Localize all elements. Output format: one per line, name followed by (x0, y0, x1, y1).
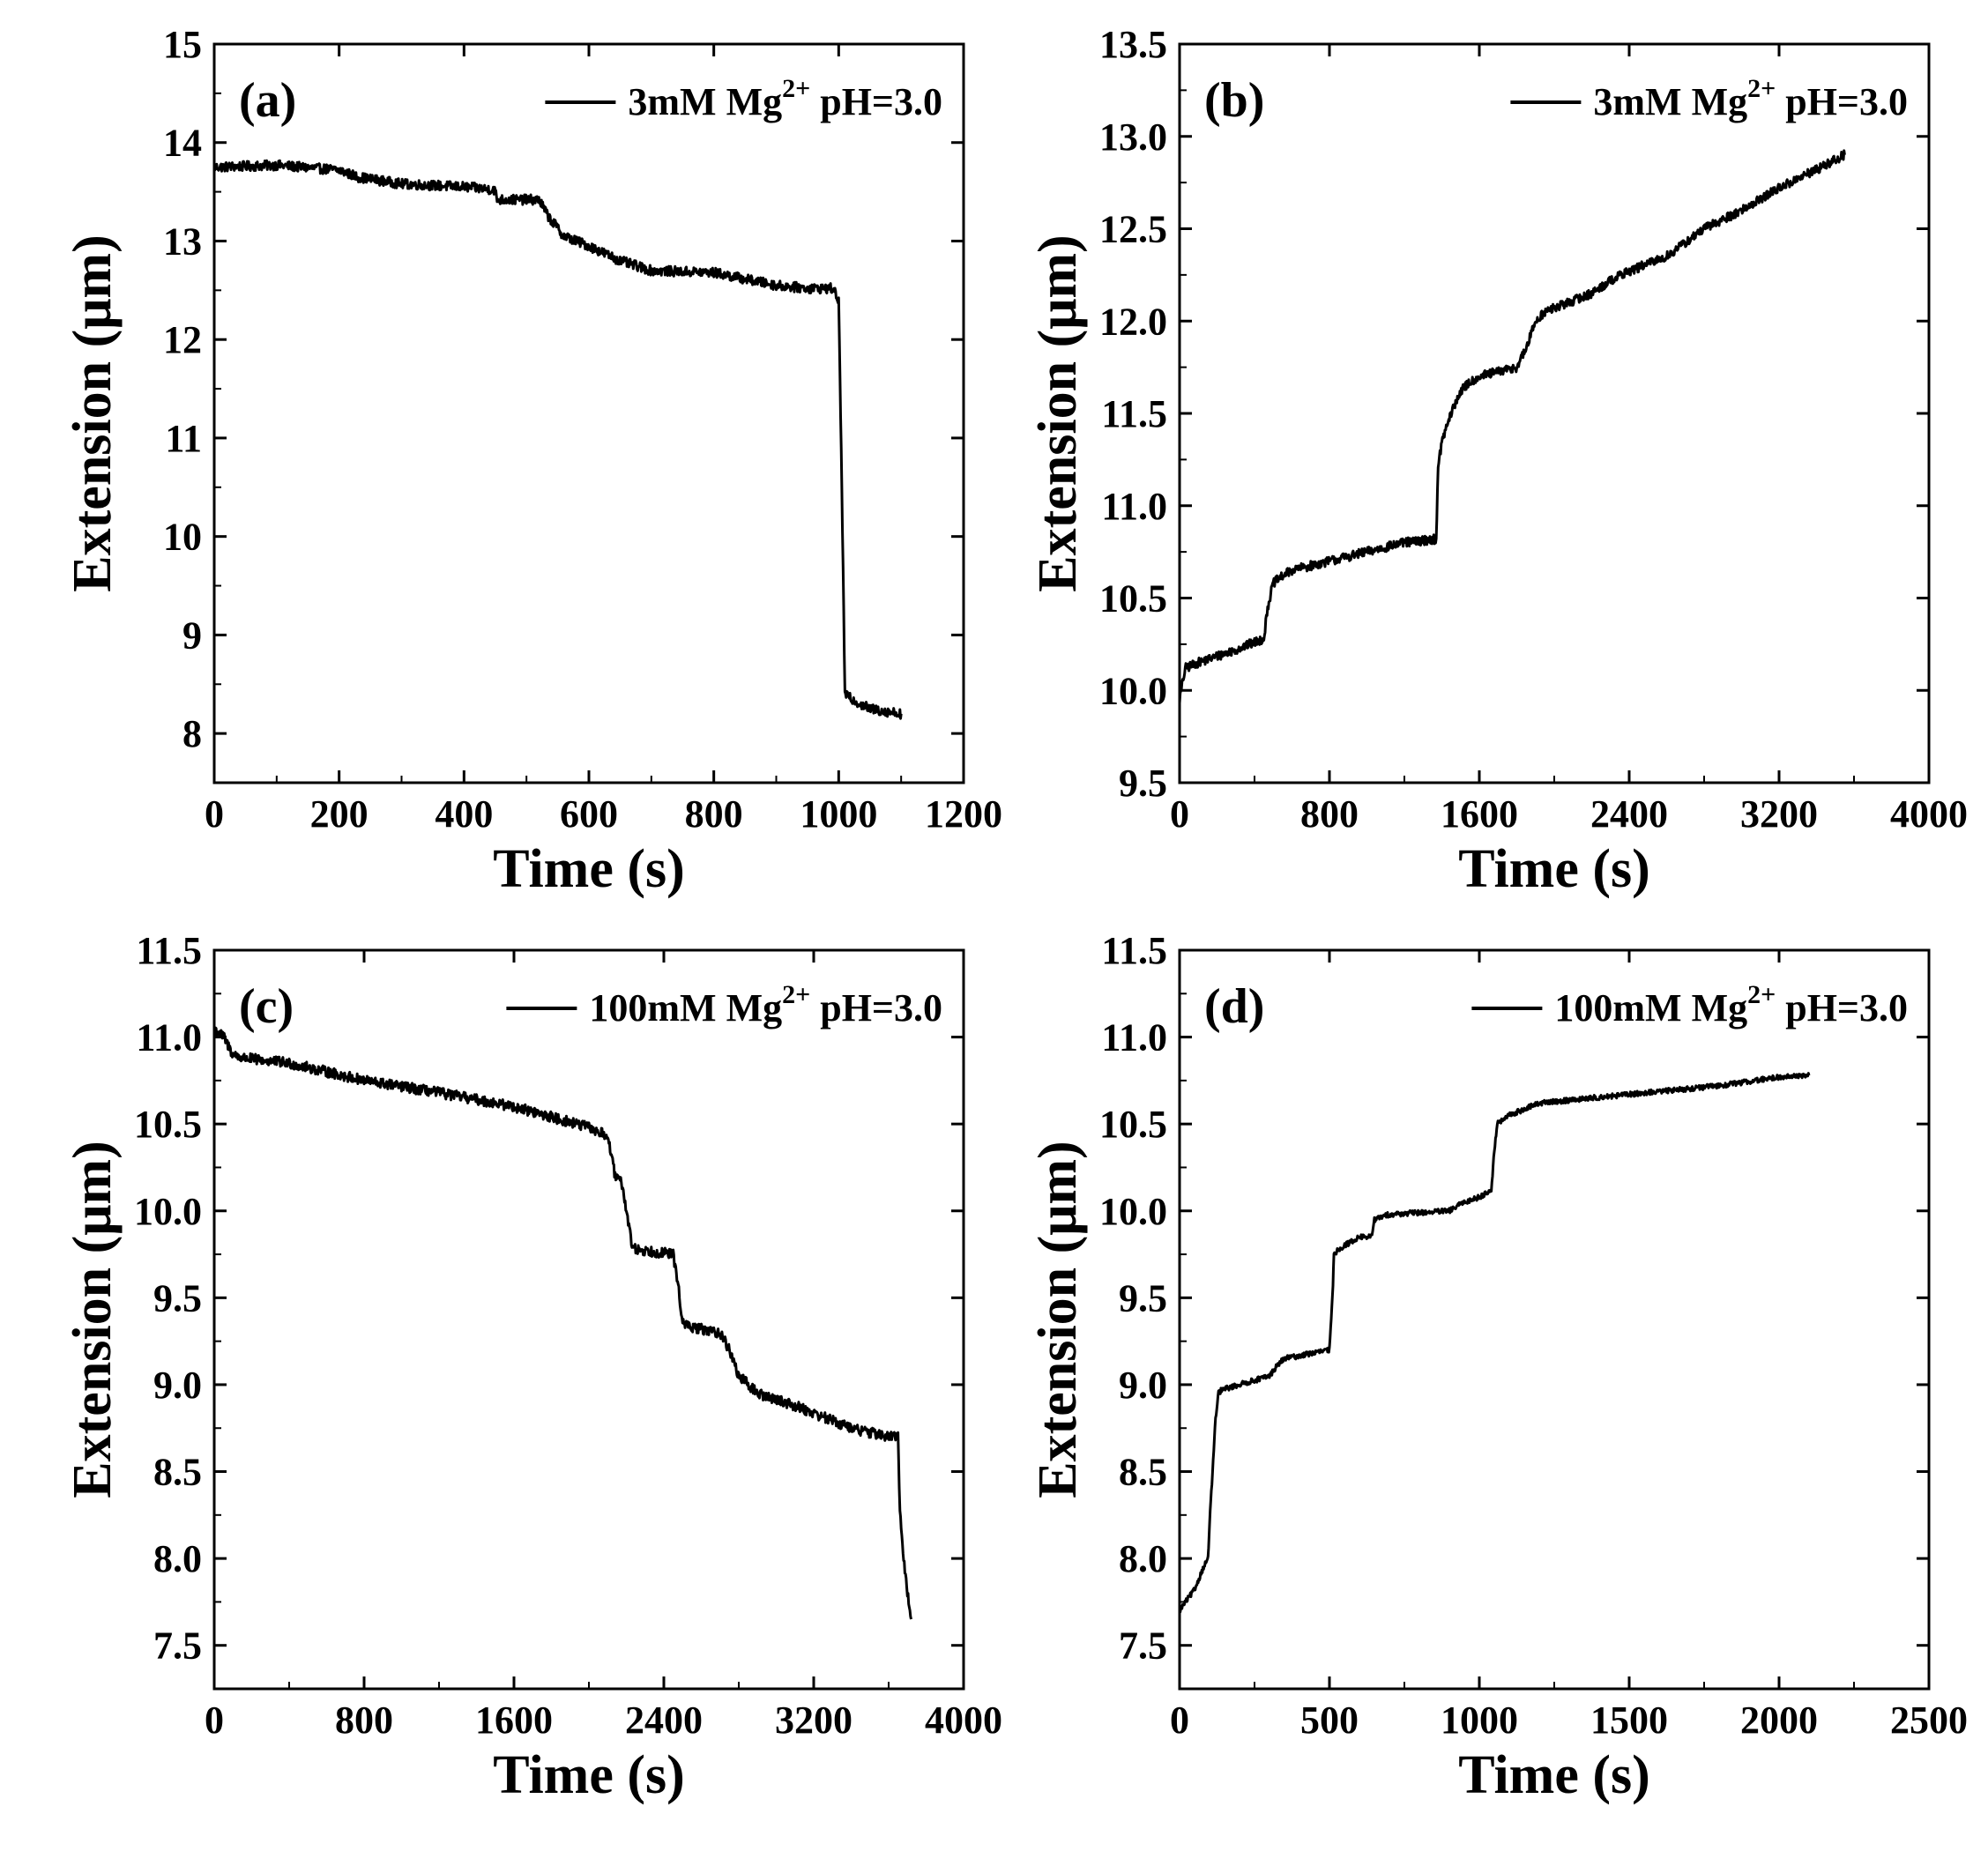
x-axis-title: Time (s) (493, 839, 685, 899)
x-tick-label: 1200 (925, 792, 1002, 836)
y-tick-label: 9.0 (153, 1364, 202, 1407)
y-tick-label: 13.0 (1099, 115, 1167, 159)
y-tick-label: 10.5 (1099, 1103, 1167, 1146)
y-tick-label: 7.5 (1119, 1624, 1167, 1668)
x-tick-label: 0 (205, 1699, 224, 1742)
x-tick-label: 1600 (1441, 792, 1518, 836)
x-tick-label: 0 (1170, 1699, 1189, 1742)
y-axis-title: Extension (μm) (63, 1141, 123, 1498)
x-axis-title: Time (s) (1458, 1745, 1650, 1805)
x-tick-label: 1000 (800, 792, 877, 836)
panel-b: 0 800 1600 2400 3200 4000 9.5 10.0 10.5 11.0 11.5 1… (1028, 23, 1968, 899)
y-tick-label: 8.0 (153, 1537, 202, 1580)
x-axis-title: Time (s) (1458, 839, 1650, 899)
panel-label: (d) (1204, 979, 1264, 1034)
x-tick-label: 4000 (925, 1699, 1002, 1742)
y-tick-label: 12 (163, 318, 202, 361)
y-axis-title: Extension (μm) (1028, 1141, 1088, 1498)
panel-label: (a) (239, 73, 296, 128)
panel-a: 0 200 400 600 800 1000 1200 8 9 10 11 12 13 14 15 Time … (63, 23, 1002, 899)
x-tick-label: 500 (1300, 1699, 1359, 1742)
y-tick-label: 11.5 (1101, 392, 1167, 435)
legend-label: 100mM Mg2+ pH=3.0 (589, 980, 942, 1030)
y-tick-label: 12.5 (1099, 208, 1167, 251)
x-tick-label: 2000 (1740, 1699, 1818, 1742)
y-tick-label: 11.5 (1101, 929, 1167, 972)
y-tick-label: 9 (182, 613, 202, 657)
x-axis-title: Time (s) (493, 1745, 685, 1805)
legend-label: 100mM Mg2+ pH=3.0 (1554, 980, 1908, 1030)
x-tick-label: 1500 (1590, 1699, 1668, 1742)
legend-label: 3mM Mg2+ pH=3.0 (628, 74, 942, 123)
x-tick-label: 200 (310, 792, 369, 836)
y-tick-label: 12.0 (1099, 300, 1167, 343)
panel-label: (b) (1204, 73, 1264, 128)
panel-label: (c) (239, 979, 294, 1034)
x-tick-label: 3200 (775, 1699, 853, 1742)
y-tick-label: 11.0 (136, 1016, 202, 1059)
x-tick-label: 600 (560, 792, 618, 836)
data-series-line (1178, 149, 1846, 704)
y-tick-label: 9.0 (1119, 1364, 1167, 1407)
data-series-line (1178, 1072, 1811, 1614)
x-tick-label: 400 (435, 792, 493, 836)
y-tick-label: 13.5 (1099, 23, 1167, 66)
y-tick-label: 9.5 (153, 1276, 202, 1319)
x-tick-label: 800 (685, 792, 743, 836)
x-tick-label: 0 (205, 792, 224, 836)
y-tick-label: 8.0 (1119, 1537, 1167, 1580)
x-tick-label: 800 (1300, 792, 1359, 836)
x-tick-label: 800 (335, 1699, 393, 1742)
data-series-line (212, 159, 903, 720)
y-tick-label: 14 (163, 122, 202, 165)
x-tick-label: 3200 (1740, 792, 1818, 836)
y-tick-label: 10 (163, 516, 202, 559)
y-tick-label: 10.0 (1099, 669, 1167, 712)
x-tick-label: 0 (1170, 792, 1189, 836)
x-tick-label: 2400 (625, 1699, 703, 1742)
y-tick-label: 11.0 (1101, 1016, 1167, 1059)
y-tick-label: 8 (182, 712, 202, 755)
y-tick-label: 10.5 (134, 1103, 202, 1146)
y-tick-label: 9.5 (1119, 1276, 1167, 1319)
x-tick-label: 2400 (1590, 792, 1668, 836)
y-tick-label: 11.5 (136, 929, 202, 972)
y-tick-label: 8.5 (1119, 1451, 1167, 1494)
y-tick-label: 11.0 (1101, 485, 1167, 528)
legend: 100mM Mg2+ pH=3.0 (1471, 980, 1908, 1030)
y-tick-label: 9.5 (1119, 762, 1167, 805)
y-tick-label: 10.0 (1099, 1190, 1167, 1233)
y-tick-label: 10.5 (1099, 577, 1167, 621)
data-series-line (212, 1026, 912, 1620)
legend: 3mM Mg2+ pH=3.0 (1510, 74, 1908, 123)
x-tick-label: 1000 (1441, 1699, 1518, 1742)
legend: 100mM Mg2+ pH=3.0 (506, 980, 942, 1030)
y-tick-label: 8.5 (153, 1451, 202, 1494)
y-tick-label: 13 (163, 219, 202, 263)
panel-d: 0 500 1000 1500 2000 2500 7.5 8.0 8.5 9.0 9.5 10.0 1… (1028, 929, 1968, 1805)
y-tick-label: 11 (165, 417, 202, 460)
x-tick-label: 2500 (1890, 1699, 1968, 1742)
y-axis-title: Extension (μm) (63, 234, 123, 591)
y-tick-label: 10.0 (134, 1190, 202, 1233)
x-tick-label: 4000 (1890, 792, 1968, 836)
panel-c: 0 800 1600 2400 3200 4000 7.5 8.0 8.5 9.0 9.5 10.0 1… (63, 929, 1002, 1805)
y-axis-title: Extension (μm) (1028, 234, 1088, 591)
y-tick-label: 7.5 (153, 1624, 202, 1668)
legend-label: 3mM Mg2+ pH=3.0 (1593, 74, 1908, 123)
x-tick-label: 1600 (475, 1699, 553, 1742)
legend: 3mM Mg2+ pH=3.0 (545, 74, 942, 123)
y-tick-label: 15 (163, 23, 202, 66)
